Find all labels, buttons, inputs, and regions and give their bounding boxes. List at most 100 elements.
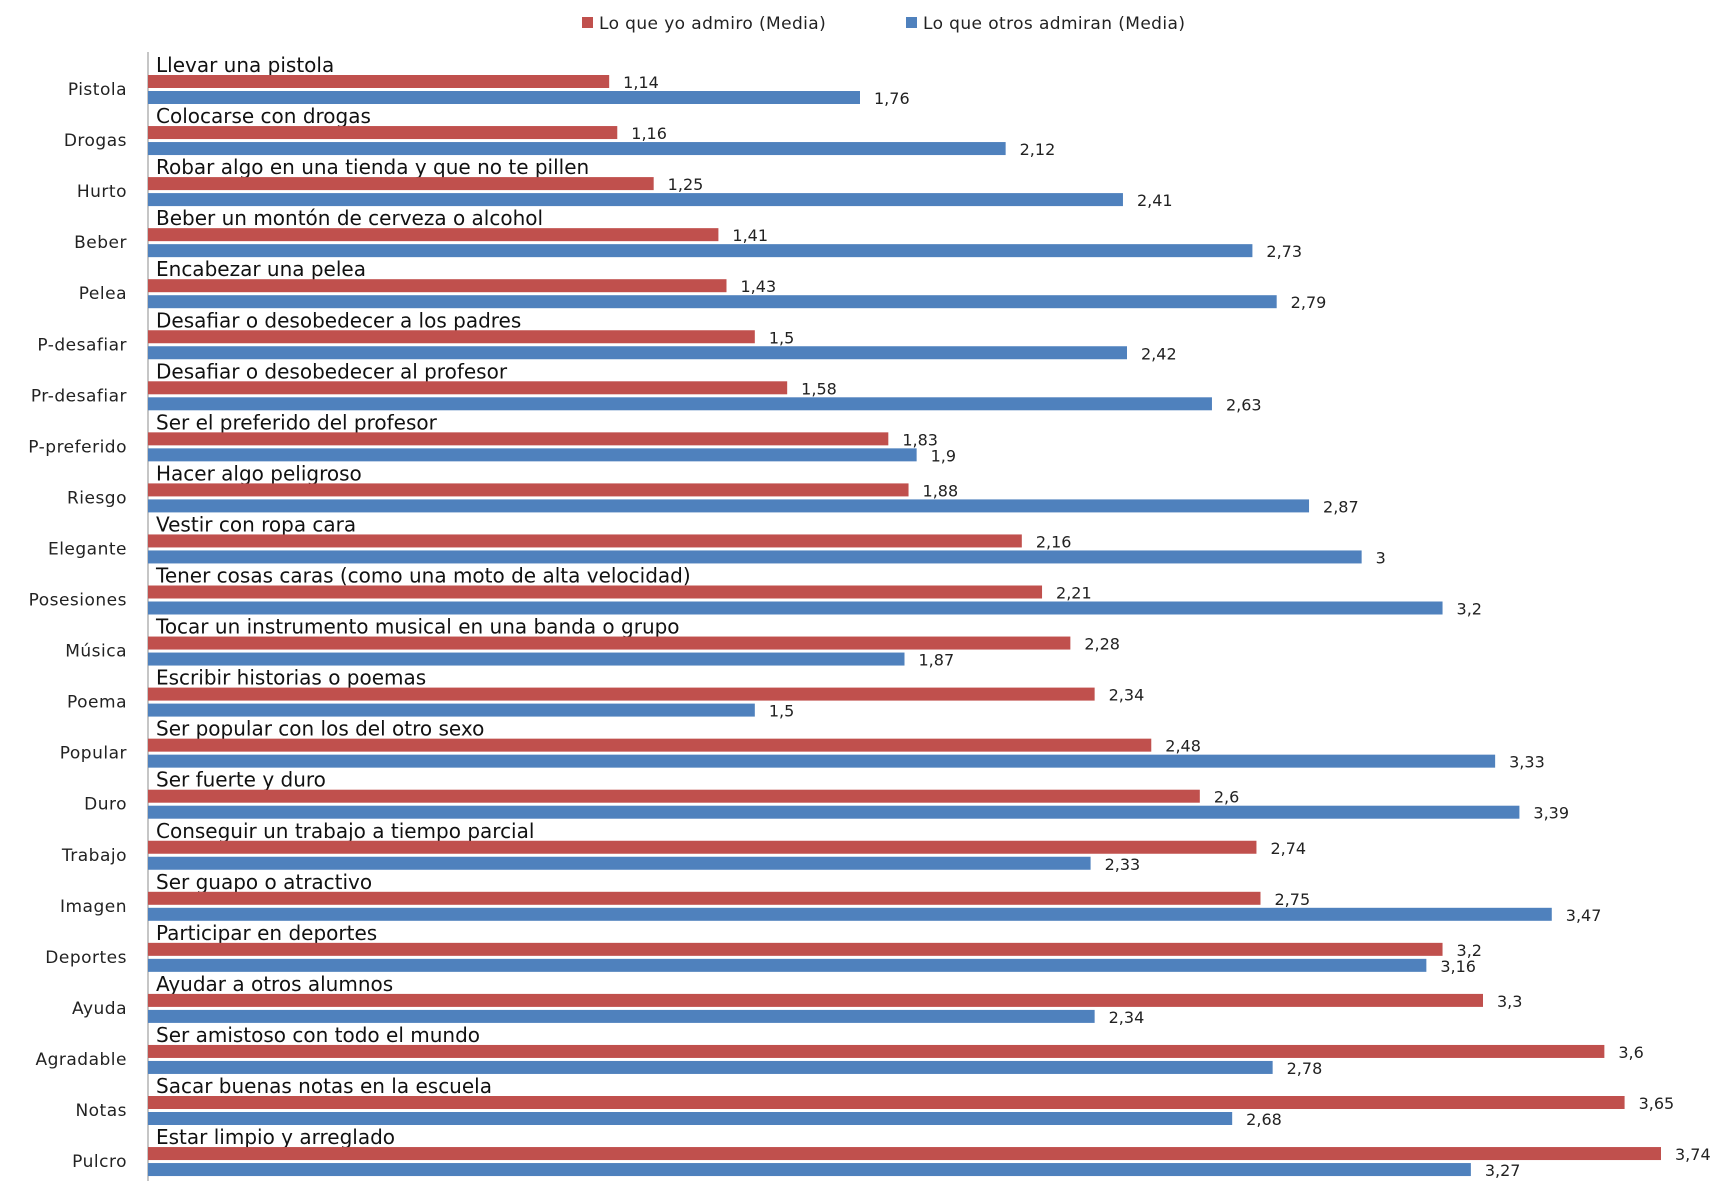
- bar-otros-admiran: [148, 907, 1552, 921]
- chart-row: Riesgo Hacer algo peligroso 1,88 2,87: [67, 461, 1359, 516]
- value-label-otros-admiran: 2,34: [1109, 1008, 1145, 1027]
- bar-otros-admiran: [148, 703, 755, 717]
- bar-otros-admiran: [148, 295, 1277, 309]
- chart-row: Beber Beber un montón de cerveza o alcoho…: [74, 206, 1302, 261]
- bar-yo-admiro: [148, 1044, 1605, 1058]
- chart-row: Elegante Vestir con ropa cara 2,16 3: [48, 512, 1386, 567]
- chart-row: Imagen Ser guapo o atractivo 2,75 3,47: [60, 870, 1601, 925]
- bar-yo-admiro: [148, 381, 788, 395]
- value-label-yo-admiro: 2,21: [1056, 584, 1092, 603]
- bar-yo-admiro: [148, 585, 1043, 599]
- item-description: Hacer algo peligroso: [156, 461, 362, 485]
- category-label: Trabajo: [61, 846, 127, 866]
- bar-otros-admiran: [148, 244, 1253, 258]
- bar-otros-admiran: [148, 601, 1443, 615]
- bar-otros-admiran: [148, 1163, 1471, 1177]
- category-label: Drogas: [64, 131, 127, 151]
- value-label-otros-admiran: 3,16: [1440, 957, 1476, 976]
- value-label-otros-admiran: 3: [1376, 548, 1386, 567]
- bar-yo-admiro: [148, 75, 610, 88]
- chart-row: Posesiones Tener cosas caras (como una mo…: [29, 564, 1482, 619]
- value-label-yo-admiro: 1,88: [923, 481, 959, 500]
- item-description: Sacar buenas notas en la escuela: [156, 1074, 492, 1098]
- chart-row: Popular Ser popular con los del otro sexo…: [60, 717, 1545, 772]
- bar-yo-admiro: [148, 942, 1443, 956]
- value-label-otros-admiran: 2,79: [1291, 293, 1327, 312]
- bar-yo-admiro: [148, 789, 1200, 803]
- bar-yo-admiro: [148, 126, 618, 140]
- category-label: Pulcro: [72, 1152, 127, 1172]
- chart-row: Hurto Robar algo en una tienda y que no t…: [77, 155, 1173, 210]
- value-label-yo-admiro: 2,34: [1109, 686, 1145, 705]
- category-label: Posesiones: [29, 591, 127, 611]
- category-label: Música: [65, 642, 127, 662]
- chart-row: Ayuda Ayudar a otros alumnos 3,3 2,34: [72, 972, 1522, 1027]
- chart-row: Pistola Llevar una pistola 1,14 1,76: [68, 53, 910, 108]
- category-label: Pr-desafiar: [31, 386, 127, 406]
- chart-row: Drogas Colocarse con drogas 1,16 2,12: [64, 104, 1055, 159]
- category-label: Deportes: [45, 948, 127, 968]
- bar-otros-admiran: [148, 652, 905, 666]
- chart-row: Notas Sacar buenas notas en la escuela 3,6…: [75, 1074, 1674, 1129]
- value-label-yo-admiro: 1,14: [623, 73, 659, 92]
- chart-row: P-preferido Ser el preferido del profesor…: [28, 410, 956, 465]
- legend: Lo que yo admiro (Media) Lo que otros adm…: [582, 14, 1185, 34]
- bar-otros-admiran: [148, 958, 1427, 972]
- item-description: Ser guapo o atractivo: [156, 870, 372, 894]
- value-label-otros-admiran: 3,47: [1566, 906, 1602, 925]
- bar-otros-admiran: [148, 193, 1123, 207]
- chart-row: Duro Ser fuerte y duro 2,6 3,39: [84, 768, 1569, 823]
- value-label-yo-admiro: 2,16: [1036, 532, 1072, 551]
- bar-otros-admiran: [148, 397, 1212, 411]
- category-label: Imagen: [60, 897, 127, 917]
- category-label: Popular: [60, 744, 127, 764]
- bar-yo-admiro: [148, 483, 909, 497]
- bar-yo-admiro: [148, 534, 1022, 548]
- value-label-yo-admiro: 1,83: [902, 430, 938, 449]
- bar-otros-admiran: [148, 754, 1496, 768]
- value-label-otros-admiran: 1,9: [931, 446, 956, 465]
- item-description: Escribir historias o poemas: [156, 666, 426, 690]
- bar-yo-admiro: [148, 330, 755, 344]
- item-description: Tener cosas caras (como una moto de alta…: [155, 564, 691, 588]
- value-label-yo-admiro: 1,43: [741, 277, 777, 296]
- category-label: P-preferido: [28, 437, 127, 457]
- bar-otros-admiran: [148, 1009, 1095, 1023]
- item-description: Ayudar a otros alumnos: [156, 972, 393, 996]
- value-label-yo-admiro: 3,6: [1618, 1043, 1643, 1062]
- legend-label-2: Lo que otros admiran (Media): [923, 14, 1185, 34]
- value-label-otros-admiran: 3,33: [1509, 753, 1545, 772]
- bar-otros-admiran: [148, 91, 860, 104]
- value-label-yo-admiro: 3,65: [1639, 1094, 1675, 1113]
- item-description: Desafiar o desobedecer a los padres: [156, 308, 521, 332]
- category-label: Poema: [67, 693, 127, 713]
- item-description: Ser el preferido del profesor: [156, 410, 438, 434]
- category-label: Riesgo: [67, 488, 127, 508]
- value-label-otros-admiran: 3,2: [1457, 600, 1482, 619]
- bar-otros-admiran: [148, 805, 1520, 819]
- item-description: Ser fuerte y duro: [156, 768, 326, 792]
- chart-row: Pulcro Estar limpio y arreglado 3,74 3,27: [72, 1125, 1710, 1180]
- bar-yo-admiro: [148, 687, 1095, 701]
- bar-otros-admiran: [148, 1060, 1273, 1074]
- item-description: Llevar una pistola: [156, 53, 334, 77]
- category-label: Duro: [84, 795, 127, 815]
- value-label-yo-admiro: 1,41: [732, 226, 768, 245]
- value-label-yo-admiro: 1,25: [668, 175, 704, 194]
- item-description: Desafiar o desobedecer al profesor: [156, 359, 508, 383]
- bar-yo-admiro: [148, 1096, 1625, 1109]
- category-label: Beber: [74, 233, 127, 253]
- item-description: Estar limpio y arreglado: [156, 1125, 395, 1149]
- category-label: P-desafiar: [37, 335, 127, 355]
- bar-yo-admiro: [148, 636, 1071, 650]
- bar-otros-admiran: [148, 499, 1310, 513]
- legend-swatch-1: [582, 17, 593, 28]
- item-description: Conseguir un trabajo a tiempo parcial: [156, 819, 534, 843]
- legend-label-1: Lo que yo admiro (Media): [599, 14, 826, 34]
- bar-otros-admiran: [148, 1112, 1233, 1125]
- bar-yo-admiro: [148, 840, 1257, 854]
- value-label-otros-admiran: 1,76: [874, 89, 910, 108]
- item-description: Participar en deportes: [156, 921, 377, 945]
